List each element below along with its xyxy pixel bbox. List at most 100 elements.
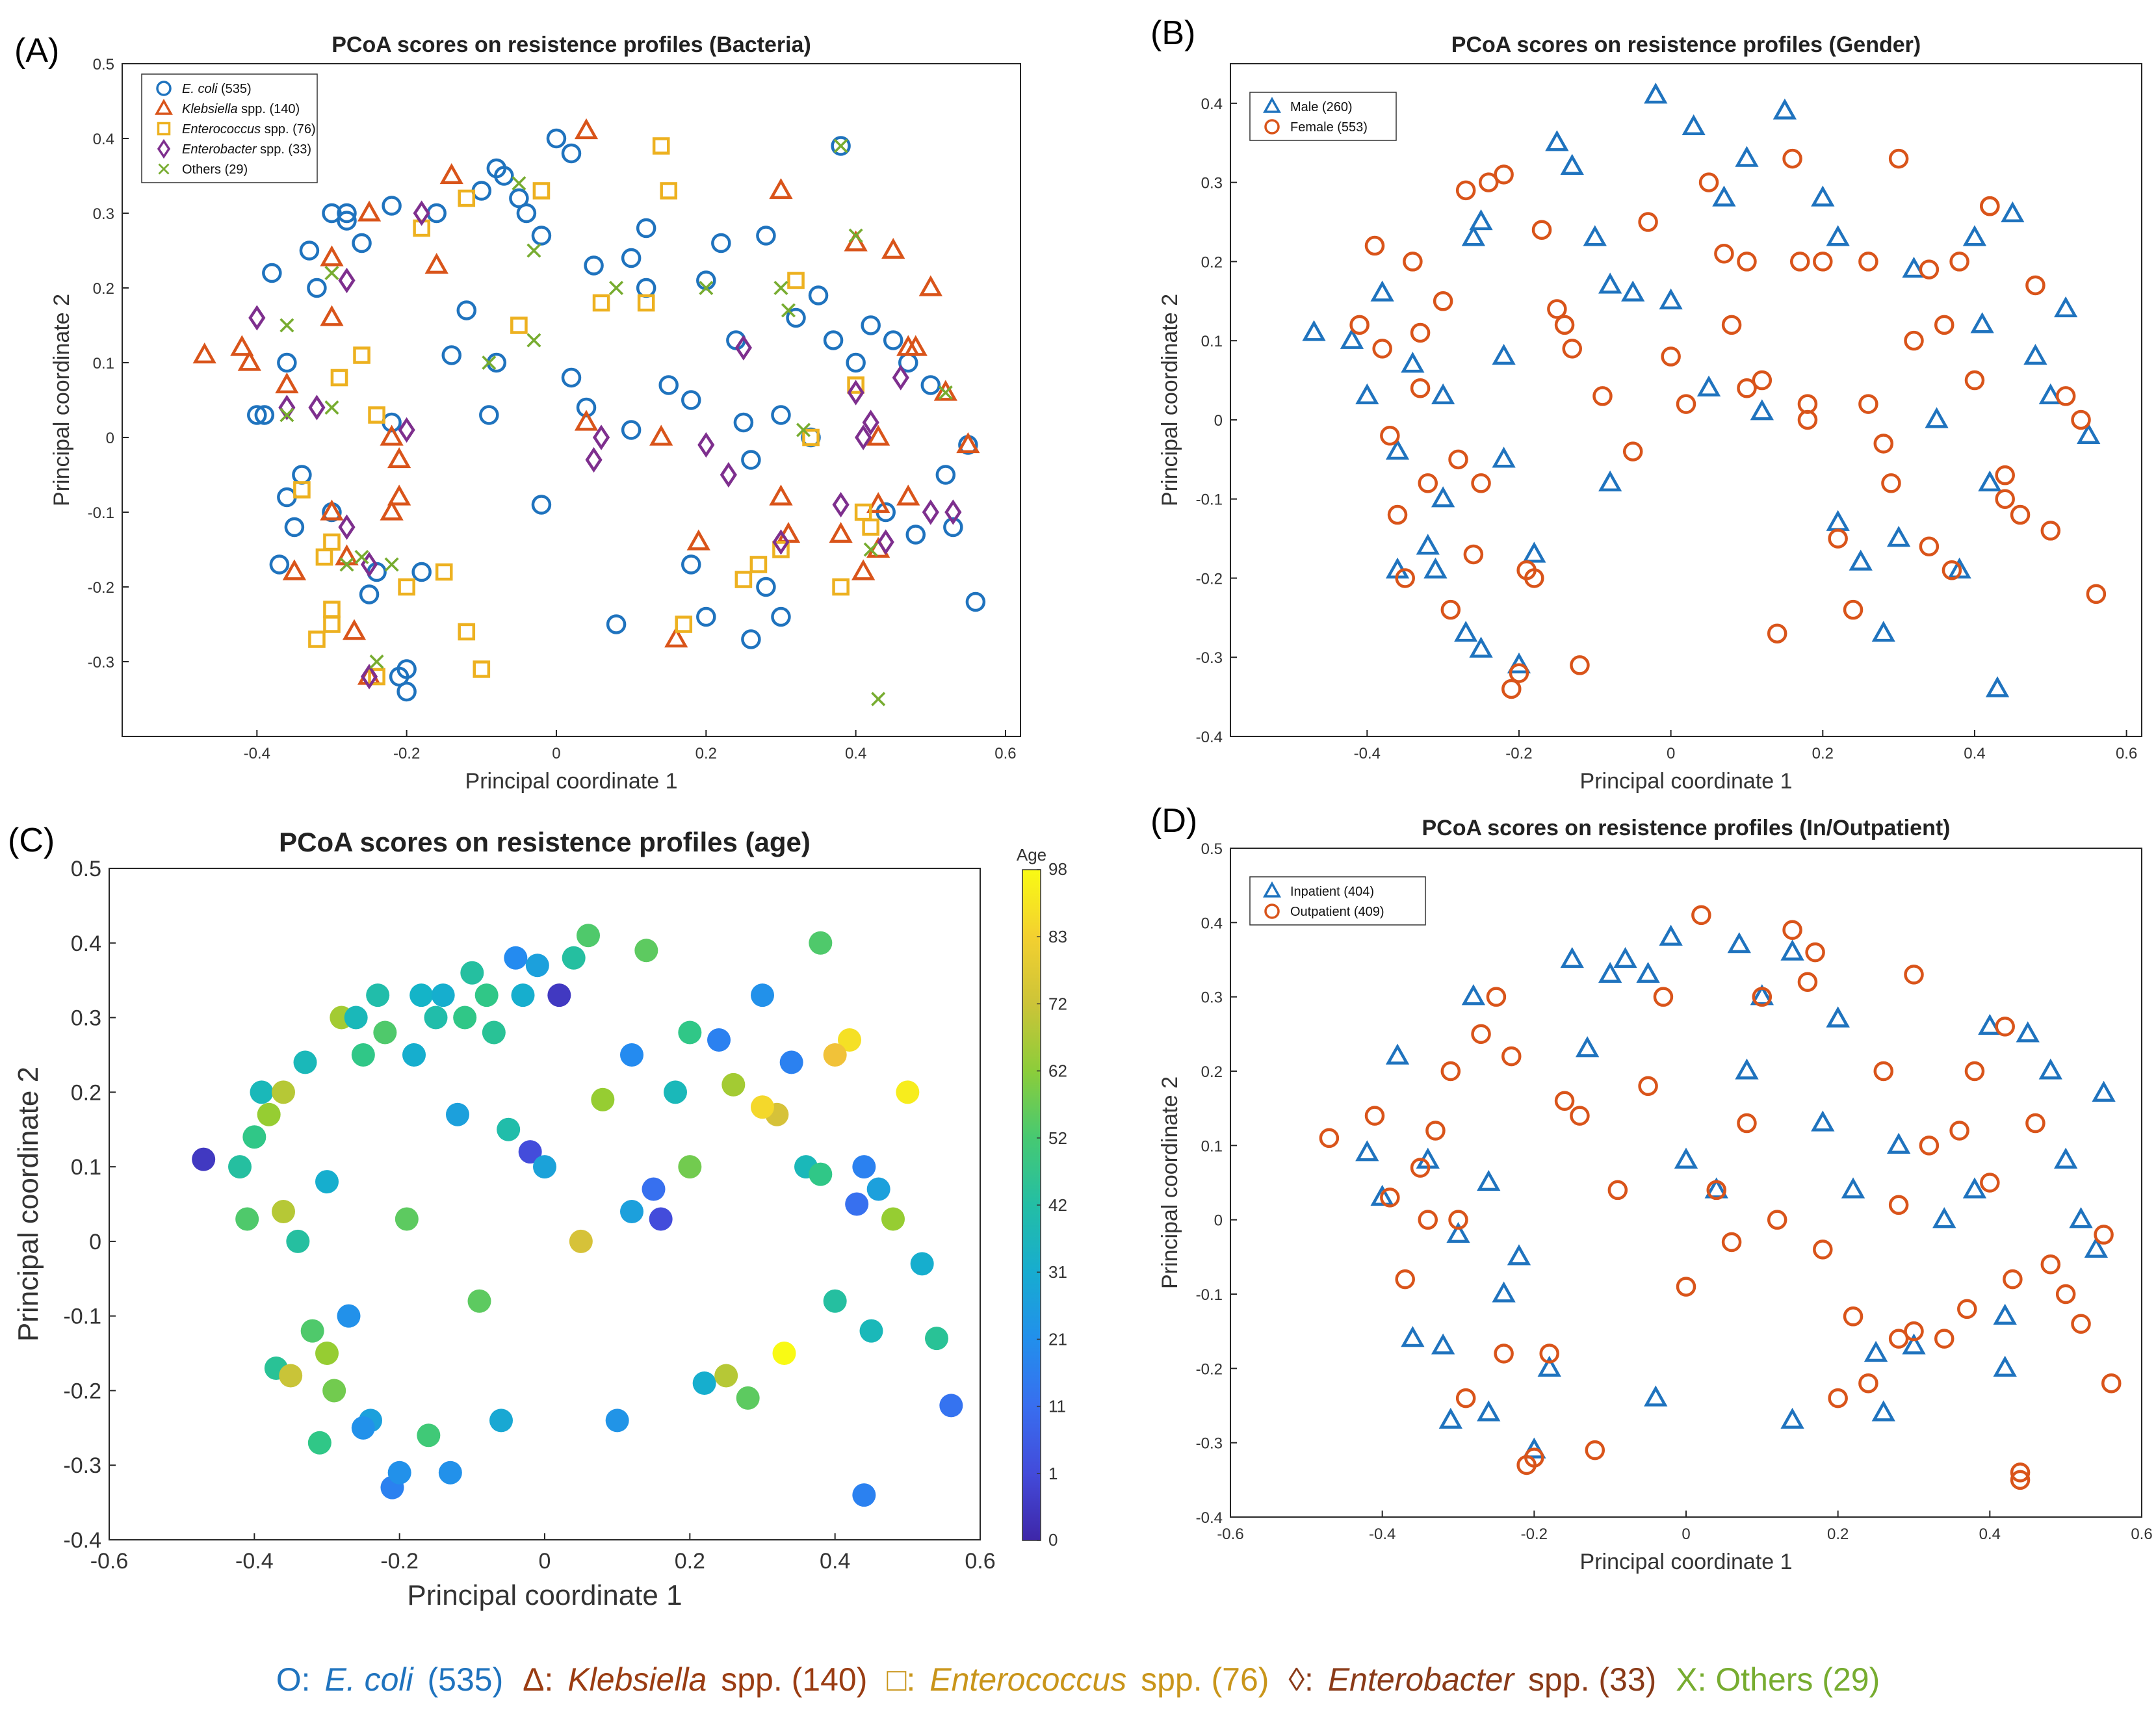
y-tick-label: 0.2	[1201, 253, 1223, 271]
data-point	[1995, 1017, 2015, 1037]
data-point	[531, 495, 552, 515]
colorbar-title: Age	[1017, 845, 1046, 864]
data-point	[323, 533, 341, 551]
data-point	[1813, 1240, 1833, 1260]
y-tick-label: -0.2	[63, 1379, 101, 1403]
data-point	[1849, 549, 1873, 571]
data-points	[1302, 83, 2107, 699]
data-point	[771, 606, 791, 627]
data-point	[277, 487, 297, 508]
data-point	[696, 606, 716, 627]
data-point	[479, 405, 499, 425]
data-point	[832, 578, 850, 596]
data-point	[446, 1102, 469, 1126]
data-point	[2054, 296, 2078, 318]
data-point	[1478, 172, 1499, 192]
data-point	[779, 1050, 803, 1074]
data-point	[2001, 201, 2025, 223]
data-point	[1501, 1046, 1522, 1067]
data-point	[467, 1289, 491, 1313]
data-point	[320, 245, 344, 266]
colorbar-tick-label: 62	[1048, 1061, 1067, 1081]
x-tick-label: -0.4	[1369, 1526, 1396, 1543]
data-point	[1539, 1344, 1559, 1364]
colorbar-tick-label: 83	[1048, 927, 1067, 946]
data-point	[809, 931, 833, 955]
data-point	[1431, 486, 1455, 508]
data-point	[1531, 220, 1552, 240]
data-point	[322, 1379, 346, 1403]
colorbar-tick-label: 21	[1048, 1329, 1067, 1349]
data-point	[1364, 235, 1385, 256]
data-point	[279, 318, 294, 333]
data-point	[322, 203, 342, 224]
y-axis-label: Principal coordinate 2	[1158, 1076, 1182, 1289]
data-point	[720, 461, 737, 488]
data-point	[1477, 1400, 1501, 1422]
data-point	[235, 1207, 259, 1231]
x-tick-label: 0.6	[2116, 745, 2137, 762]
x-tick-label: -0.4	[1354, 745, 1381, 762]
data-point	[360, 664, 378, 690]
data-point	[749, 556, 768, 573]
data-point	[1621, 280, 1645, 302]
data-point	[1372, 339, 1392, 359]
data-point	[1919, 536, 1940, 557]
data-point	[1494, 164, 1514, 185]
data-point	[351, 1416, 375, 1440]
data-point	[532, 182, 551, 200]
data-point	[1858, 1373, 1878, 1394]
data-point	[1886, 526, 1911, 547]
data-point	[368, 406, 385, 424]
data-point	[1370, 1184, 1394, 1206]
data-point	[323, 601, 341, 618]
y-tick-label: 0.4	[1201, 915, 1223, 932]
data-point	[1964, 1061, 1985, 1082]
panel-d: (D) PCoA scores on resistence profiles (I…	[1150, 802, 2153, 1574]
panel-c: (C) PCoA scores on resistence profiles (a…	[8, 822, 1067, 1611]
legend-marker	[1264, 903, 1280, 919]
x-tick-label: 0.2	[1812, 745, 1834, 762]
data-point	[489, 1409, 513, 1433]
data-point	[769, 484, 793, 506]
data-point	[1385, 439, 1410, 460]
data-point	[1661, 346, 1681, 367]
y-axis-label: Principal coordinate 2	[12, 1067, 44, 1342]
data-point	[354, 549, 369, 565]
y-tick-label: -0.2	[88, 579, 114, 597]
data-point	[247, 405, 267, 425]
data-point	[1902, 257, 1926, 278]
x-tick-label: 0	[1682, 1526, 1690, 1543]
data-point	[829, 521, 853, 543]
data-point	[2023, 343, 2047, 365]
data-point	[2040, 521, 2061, 541]
colorbar-tick-label: 72	[1048, 994, 1067, 1013]
y-tick-label: -0.3	[1196, 649, 1223, 667]
data-point	[620, 1199, 643, 1223]
data-point	[1507, 652, 1531, 674]
data-point	[411, 562, 432, 582]
data-point	[1995, 489, 2015, 509]
x-axis-label: Principal coordinate 1	[1580, 769, 1793, 794]
data-point	[1826, 1006, 1850, 1028]
data-point	[269, 554, 290, 575]
data-point	[1750, 399, 1774, 421]
data-point	[1387, 504, 1408, 525]
data-point	[1949, 1121, 1969, 1141]
data-point	[248, 305, 266, 331]
data-point	[1598, 470, 1622, 492]
y-tick-label: 0.2	[93, 280, 114, 298]
data-point	[1888, 148, 1909, 169]
data-point	[1319, 1128, 1340, 1149]
data-point	[847, 380, 864, 406]
x-tick-label: 0.4	[845, 745, 866, 762]
data-point	[1752, 370, 1773, 391]
data-point	[284, 517, 305, 538]
data-point	[1622, 441, 1643, 461]
data-point	[649, 1207, 673, 1231]
x-tick-label: 0.4	[820, 1549, 850, 1574]
data-point	[1721, 1232, 1742, 1253]
data-point	[823, 1289, 847, 1313]
data-point	[1410, 322, 1431, 343]
data-point	[352, 233, 372, 253]
